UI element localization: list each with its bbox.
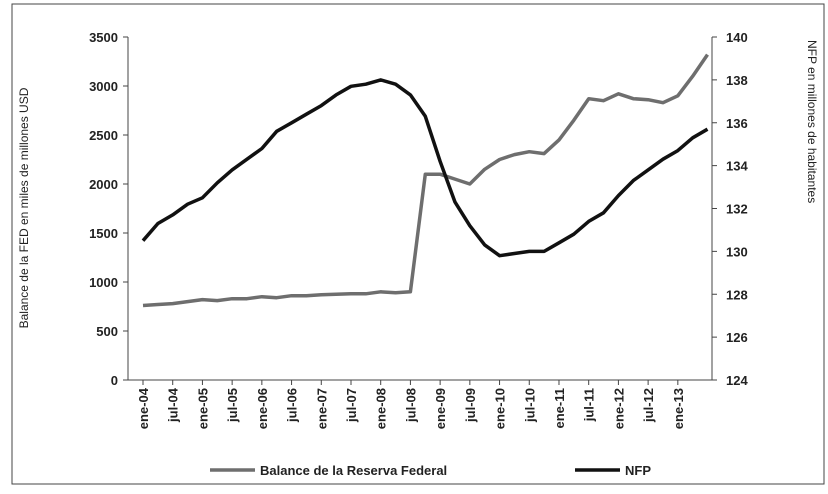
x-tick-label: jul-05	[225, 388, 240, 423]
x-tick-label: ene-11	[552, 388, 567, 428]
x-tick-label: jul-04	[166, 387, 181, 423]
y2-tick-label: 128	[726, 287, 748, 302]
y-tick-label: 1500	[89, 226, 118, 241]
y2-tick-label: 136	[726, 116, 748, 131]
x-tick-label: ene-08	[374, 388, 389, 429]
y2-tick-label: 132	[726, 202, 748, 217]
y-tick-label: 3000	[89, 79, 118, 94]
x-tick-label: jul-08	[403, 388, 418, 423]
x-tick-label: jul-12	[641, 388, 656, 423]
x-tick-label: ene-13	[671, 388, 686, 429]
x-tick-label: jul-06	[285, 388, 300, 423]
series-line	[141, 78, 709, 258]
y-tick-label: 0	[111, 373, 118, 388]
series-line	[142, 53, 709, 308]
x-tick-label: ene-05	[195, 388, 210, 429]
x-tick-label: ene-09	[433, 388, 448, 429]
x-tick-label: jul-07	[344, 388, 359, 423]
y-tick-label: 500	[96, 324, 118, 339]
y-tick-label: 3500	[89, 30, 118, 45]
y-tick-label: 2000	[89, 177, 118, 192]
y2-tick-label: 134	[726, 159, 748, 174]
x-tick-label: ene-10	[493, 388, 508, 429]
y-tick-label: 2500	[89, 128, 118, 143]
y-tick-label: 1000	[89, 275, 118, 290]
legend-label: NFP	[625, 463, 651, 478]
y2-tick-label: 124	[726, 373, 748, 388]
y2-axis-title: NFP en millones de habitantes	[805, 40, 819, 203]
x-tick-label: jul-11	[582, 388, 597, 422]
x-tick-label: ene-04	[136, 387, 151, 429]
y2-tick-label: 126	[726, 330, 748, 345]
x-tick-label: jul-09	[463, 388, 478, 423]
y-axis-title: Balance de la FED en miles de millones U…	[17, 87, 31, 328]
x-tick-label: ene-12	[611, 388, 626, 429]
x-tick-label: jul-10	[522, 388, 537, 423]
y2-tick-label: 130	[726, 244, 748, 259]
x-tick-label: ene-06	[255, 388, 270, 429]
y2-tick-label: 140	[726, 30, 748, 45]
legend-label: Balance de la Reserva Federal	[260, 463, 447, 478]
y2-tick-label: 138	[726, 73, 748, 88]
x-tick-label: ene-07	[314, 388, 329, 429]
